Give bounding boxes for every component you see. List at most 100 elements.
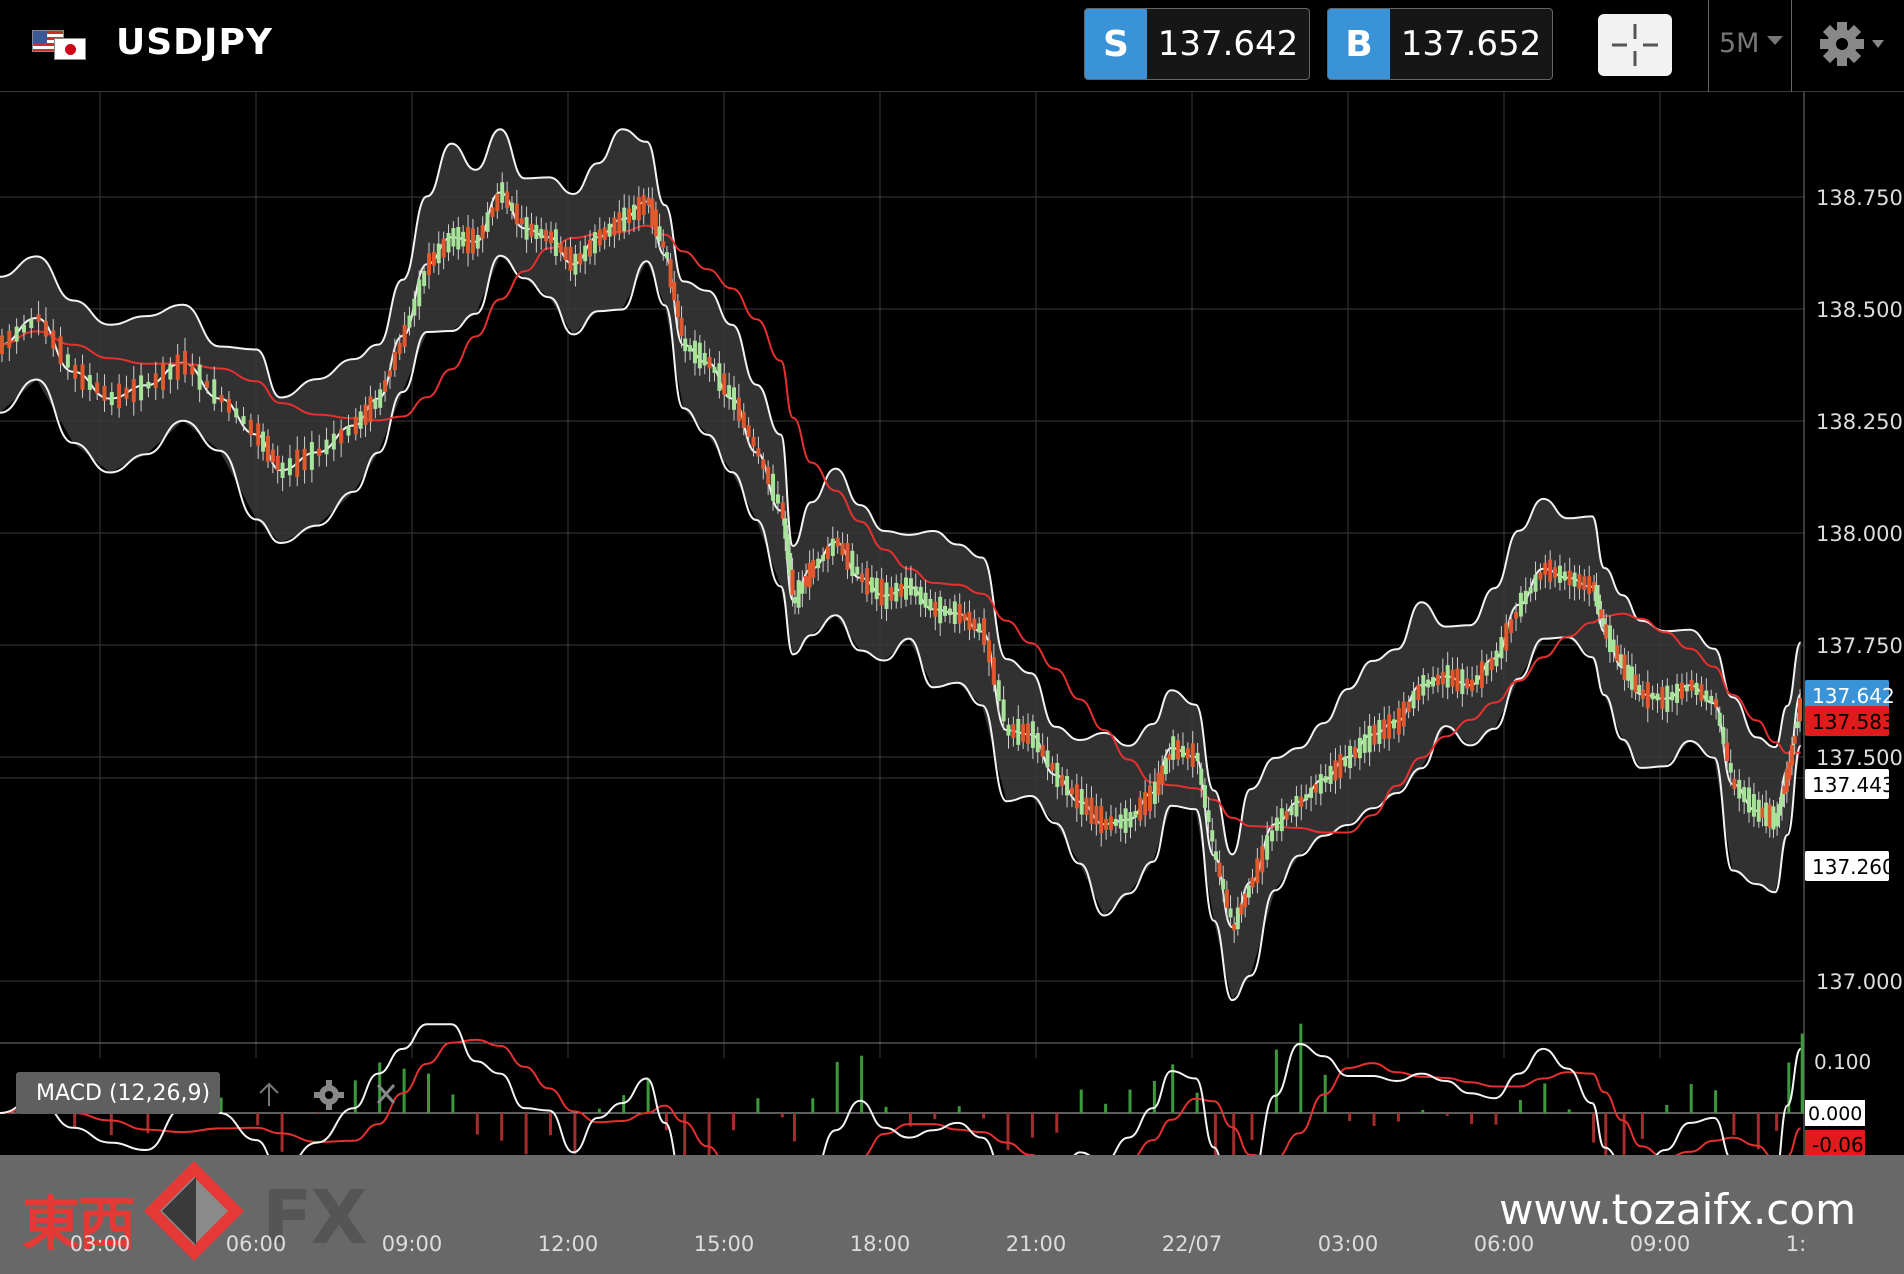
candle [908,578,913,596]
candle [331,433,336,450]
candle [161,362,166,390]
price-chart[interactable]: 138.750 138.500 138.250 138.000 137.750 137.5… [0,92,1904,1155]
candle [1357,737,1362,759]
marker-price-tag-bg [1805,769,1889,799]
y-tick-label: 138.750 [1816,186,1903,210]
macd-signal-line [0,1038,1802,1155]
candle [0,335,4,355]
macd-histogram-bar [835,1061,839,1113]
candle [923,592,928,608]
macd-zero-tag: 0.000 [1808,1103,1862,1125]
macd-histogram-bar [1640,1113,1644,1139]
symbol-title[interactable]: USDJPY [116,22,273,63]
candle [466,226,471,254]
candle [1156,772,1161,796]
macd-histogram-bar [1171,1064,1175,1113]
candle [918,586,923,605]
sell-button[interactable]: S 137.642 [1084,8,1310,80]
macd-histogram-bar [1299,1023,1303,1113]
candle [124,387,129,399]
candle [324,439,329,455]
candle [553,229,558,257]
candle [697,342,702,369]
candle [1689,680,1694,691]
buy-button[interactable]: B 137.652 [1327,8,1553,80]
candle [1348,745,1353,769]
candle [1538,572,1543,580]
candle [309,442,314,470]
brand-url[interactable]: www.tozaifx.com [1499,1185,1856,1234]
y-tick-label: 138.000 [1816,522,1903,546]
candle [913,586,918,597]
macd-histogram-bar [524,1113,528,1155]
candle [612,217,617,236]
candle [746,425,751,437]
x-tick-label: 03:00 [69,1232,131,1256]
candle [102,385,107,401]
candle [938,596,943,624]
candle [168,363,173,380]
candle [1587,576,1592,594]
close-icon[interactable] [376,1084,396,1104]
candle [1792,736,1797,744]
candle [1055,762,1060,787]
candle [109,392,114,406]
candle [825,546,830,560]
candle [996,680,1001,702]
settings-button[interactable] [1818,18,1888,74]
candle [529,223,534,237]
macd-histogram-bar [1104,1103,1108,1113]
candle [793,597,797,604]
arrow-up-icon[interactable] [259,1082,279,1106]
candle [1704,690,1709,702]
macd-histogram-bar [1714,1090,1718,1113]
timeframe-select[interactable]: 5M [1708,0,1792,92]
candle [775,494,780,504]
candle [1714,699,1719,708]
candle [29,318,34,329]
candle [712,366,717,373]
candle [1421,675,1426,696]
candle [65,354,70,368]
candle [904,577,909,600]
macd-histogram-bar [646,1078,650,1113]
candle [1684,684,1689,692]
crosshair-icon [1612,24,1658,66]
candle [1637,684,1642,693]
candle [1499,637,1504,659]
gear-icon[interactable] [314,1080,344,1110]
candle [1299,796,1304,807]
candle [1190,743,1195,768]
candle [1509,619,1514,634]
candle [788,553,793,576]
candle [650,198,655,226]
candle [1514,612,1519,619]
candle [1732,778,1737,790]
candle [592,232,597,254]
macd-histogram-bar [475,1113,479,1135]
candle [1255,858,1260,884]
candle [1798,697,1803,722]
candle [631,204,636,220]
x-tick-label: 06:00 [1473,1232,1535,1256]
candle [1016,718,1021,745]
candle [1392,719,1397,729]
macd-histogram-bar [1543,1083,1547,1113]
candle [1694,682,1699,695]
candle [1582,576,1587,590]
macd-histogram-bar [908,1113,912,1127]
candle [869,577,874,593]
candle [1094,805,1099,825]
candle [899,584,904,597]
candle [1596,594,1601,615]
macd-label[interactable]: MACD (12,26,9) [16,1072,220,1114]
candle [1484,662,1489,676]
current-price-tag: 137.642 [1812,684,1895,708]
crosshair-button[interactable] [1598,14,1672,76]
candle [1387,714,1392,739]
macd-histogram-bar [1030,1113,1034,1138]
macd-histogram-bar [1213,1113,1217,1155]
candle [1367,725,1372,753]
candle [1737,779,1742,799]
x-tick-label: 09:00 [381,1232,443,1256]
